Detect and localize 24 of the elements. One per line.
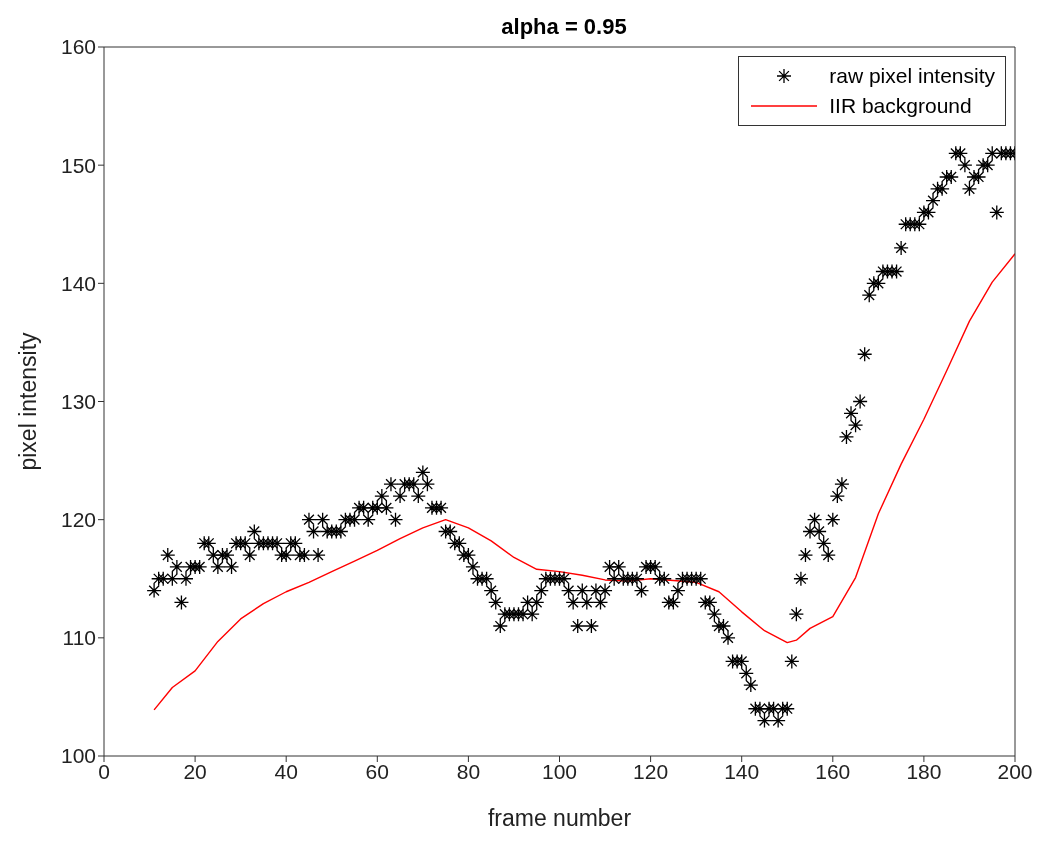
x-tick-label: 80 (456, 759, 481, 783)
x-tick-label: 40 (274, 759, 298, 783)
x-tick-label: 180 (906, 759, 942, 783)
y-axis-title: pixel intensity (15, 331, 42, 471)
y-tick-label: 100 (60, 744, 96, 768)
y-tick-label: 140 (60, 271, 96, 295)
x-tick-label: 120 (633, 759, 669, 783)
y-tick-label: 160 (60, 35, 96, 59)
x-tick-label: 200 (997, 759, 1033, 783)
y-tick-label: 110 (62, 626, 96, 650)
x-tick-label: 160 (815, 759, 851, 783)
legend-label: raw pixel intensity (829, 64, 995, 88)
y-tick-label: 150 (60, 153, 96, 177)
x-tick-label: 100 (541, 759, 578, 783)
legend-label: IIR background (829, 94, 972, 118)
x-tick-label: 140 (724, 759, 760, 783)
x-tick-label: 0 (98, 759, 110, 783)
x-tick-label: 20 (183, 759, 207, 783)
x-axis-title: frame number (487, 805, 632, 831)
chart-title: alpha = 0.95 (500, 14, 628, 40)
y-tick-label: 130 (60, 389, 96, 413)
y-tick-label: 120 (60, 508, 96, 532)
line-series (153, 253, 1015, 711)
x-tick-label: 60 (365, 759, 389, 783)
